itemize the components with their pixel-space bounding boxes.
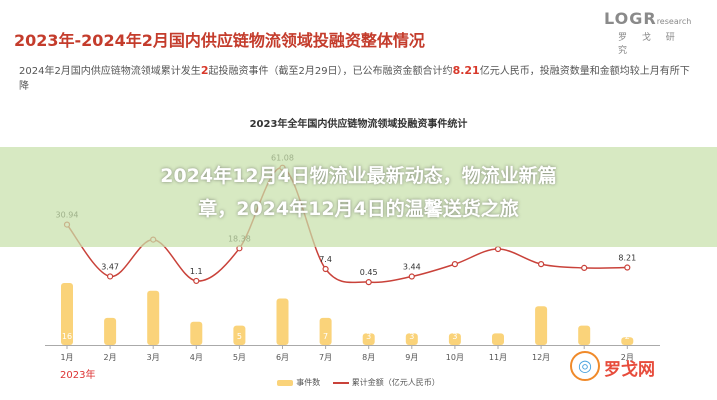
headline-line-1: 2024年12月4日物流业最新动态，物流业新篇 <box>160 165 557 187</box>
page-title: 2023年-2024年2月国内供应链物流领域投融资整体情况 <box>14 31 425 50</box>
bar <box>190 321 203 345</box>
line-point <box>365 279 372 286</box>
bar <box>578 325 591 345</box>
line-point <box>494 245 502 253</box>
line-point <box>193 277 200 285</box>
line-point <box>624 264 631 271</box>
bar-label: 3 <box>366 332 371 341</box>
logo-sub: research <box>656 17 692 26</box>
x-tick-label: 3月 <box>147 353 160 362</box>
bar-label: 5 <box>237 332 242 341</box>
logo-caption: 罗 戈 研 究 <box>618 33 681 56</box>
bar <box>621 337 634 345</box>
legend-swatch-amount <box>332 381 349 384</box>
bar <box>61 283 73 345</box>
watermark-text: 罗戈网 <box>604 360 655 380</box>
bar <box>233 325 246 345</box>
chart-legend: 事件数 累计金额（亿元人民币） <box>0 377 717 388</box>
bar <box>405 333 418 345</box>
x-tick-label: 7月 <box>319 353 332 362</box>
summary-text: 2024年2月国内供应链物流领域累计发生2起投融资事件（截至2月29日），已公布… <box>19 64 690 92</box>
legend-swatch-events <box>277 379 294 386</box>
bar <box>319 317 332 345</box>
bar <box>448 333 461 345</box>
year-label: 2023年 <box>60 370 96 381</box>
bar <box>535 306 548 345</box>
line-label: 1.1 <box>190 267 203 276</box>
x-tick-label: 2月 <box>621 353 634 362</box>
chart-title: 2023年全年国内供应链物流领域投融资事件统计 <box>249 119 468 130</box>
x-tick-label: 4月 <box>190 353 203 362</box>
bar <box>276 298 289 345</box>
event-count: 2 <box>200 64 209 77</box>
x-tick-label: 5月 <box>233 353 246 362</box>
headline-banner <box>0 147 717 247</box>
bar-label: 7 <box>323 332 328 341</box>
line-label: 7.4 <box>319 255 332 264</box>
x-tick-label: 6月 <box>276 353 289 362</box>
x-tick-label: 11月 <box>489 353 507 362</box>
line-point <box>106 273 114 280</box>
logo: LOGRresearch 罗 戈 研 究 <box>604 9 704 56</box>
x-tick-label: 2月 <box>104 353 117 362</box>
watermark: ◎ 罗戈网 <box>568 349 708 385</box>
line-label: 8.21 <box>618 254 636 263</box>
x-tick-label: 1月 <box>60 353 73 362</box>
line-label: 3.47 <box>101 262 119 271</box>
line-point <box>451 261 458 268</box>
x-tick-label: 8月 <box>362 353 375 362</box>
bar-label: 2 <box>625 332 630 341</box>
amount-value: 8.21 <box>452 64 480 77</box>
bar <box>147 290 160 345</box>
x-tick-label: 12月 <box>532 353 550 362</box>
logo-circle-icon: ◎ <box>570 351 600 381</box>
x-tick-label: 10月 <box>446 353 464 362</box>
legend-label-events: 事件数 <box>296 378 321 387</box>
bar-label: 16 <box>62 332 72 341</box>
bar <box>492 333 504 345</box>
headline-text: 2024年12月4日物流业最新动态，物流业新篇 章，2024年12月4日的温馨送… <box>0 160 717 226</box>
line-point <box>537 261 545 268</box>
legend-label-amount: 累计金额（亿元人民币） <box>351 378 440 387</box>
bar <box>104 317 117 345</box>
bar <box>362 333 375 345</box>
bar-label: 3 <box>409 332 414 341</box>
logo-mark: LOGRresearch <box>604 9 692 28</box>
x-tick-label: 9月 <box>405 353 418 362</box>
line-point <box>322 265 329 273</box>
line-point <box>581 264 588 272</box>
line-point <box>408 273 415 280</box>
bar-label: 3 <box>452 332 457 341</box>
line-label: 0.45 <box>360 268 378 277</box>
line-label: 3.44 <box>403 263 421 272</box>
headline-line-2: 章，2024年12月4日的温馨送货之旅 <box>198 198 519 220</box>
